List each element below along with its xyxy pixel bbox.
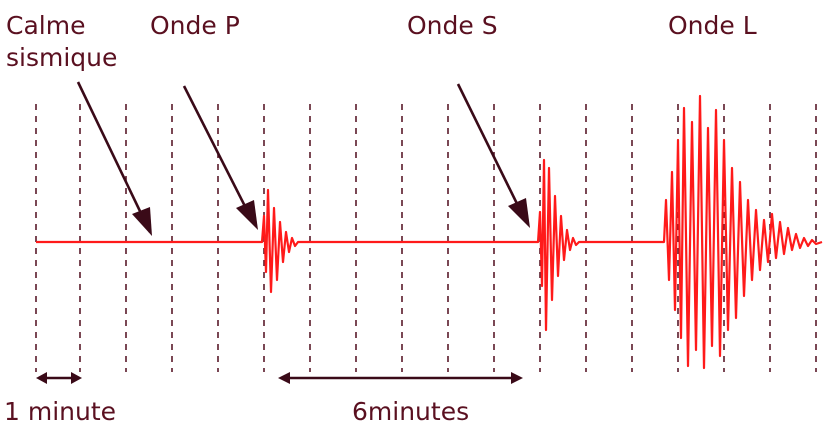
seismic-signal-trace <box>36 94 823 370</box>
p-wave-arrowhead-icon <box>236 200 258 230</box>
six-minutes-left-arrowhead-icon <box>278 372 290 384</box>
one-minute-span <box>36 372 82 384</box>
s-wave-pointer-arrow <box>456 83 528 223</box>
s-wave-arrowhead-icon <box>508 198 530 228</box>
s-wave-label: Onde S <box>407 11 498 40</box>
one-minute-right-arrowhead-icon <box>71 372 82 384</box>
p-wave-pointer-arrow <box>182 85 256 225</box>
six-minutes-span <box>278 372 523 384</box>
l-wave-label: Onde L <box>668 11 757 40</box>
six-minutes-right-arrowhead-icon <box>511 372 523 384</box>
calm-label-line1: Calme <box>6 11 86 40</box>
calm-label-line2: sismique <box>6 43 118 72</box>
one-minute-label: 1 minute <box>4 397 117 426</box>
calm-pointer-arrow <box>76 81 152 233</box>
six-minutes-label: 6minutes <box>352 397 470 426</box>
calm-arrowhead-icon <box>132 207 152 236</box>
one-minute-left-arrowhead-icon <box>36 372 47 384</box>
p-wave-label: Onde P <box>150 11 240 40</box>
pointer-arrows <box>76 81 530 236</box>
